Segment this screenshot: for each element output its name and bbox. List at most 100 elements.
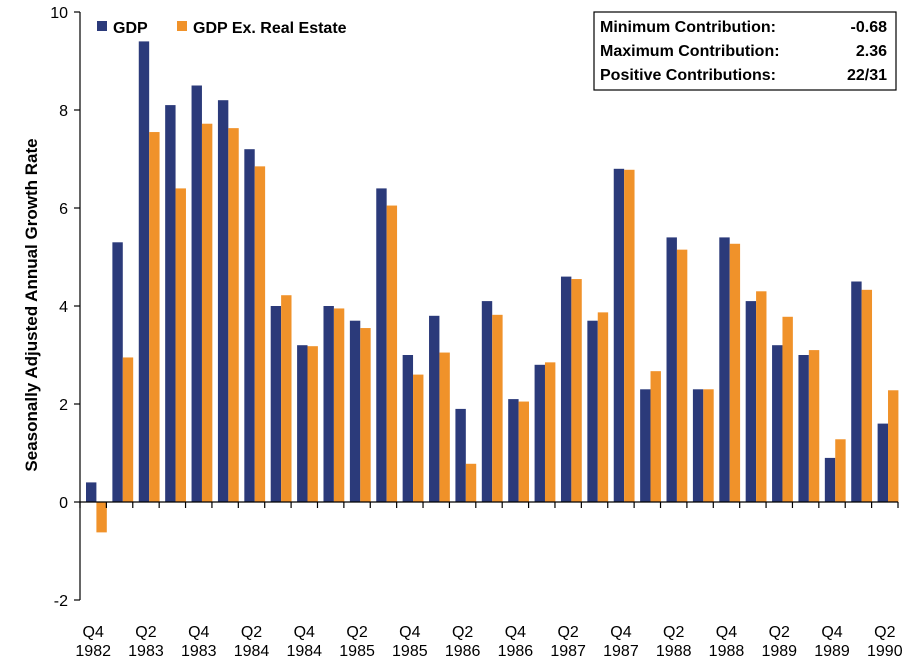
bar-gdp — [692, 389, 704, 502]
y-tick-label: 4 — [59, 299, 68, 316]
bar-gdp-ex-real-estate — [624, 169, 635, 502]
x-tick-label-year: 1985 — [339, 643, 375, 660]
bar-gdp — [402, 355, 414, 502]
bar-gdp-ex-real-estate — [175, 188, 186, 502]
x-tick-label-quarter: Q2 — [135, 624, 156, 641]
bar-gdp — [587, 320, 598, 502]
bar-gdp — [719, 237, 730, 502]
x-tick-label-year: 1986 — [498, 643, 534, 660]
stats-box-border — [593, 11, 897, 91]
bar-gdp-ex-real-estate — [518, 401, 529, 502]
x-tick-label-quarter: Q2 — [874, 624, 895, 641]
x-tick-label-quarter: Q2 — [557, 624, 578, 641]
bar-gdp-ex-real-estate — [650, 371, 661, 502]
bar-gdp — [376, 188, 387, 502]
bar-gdp-ex-real-estate — [96, 502, 107, 533]
x-tick-label-year: 1984 — [286, 643, 322, 660]
bar-gdp — [560, 276, 572, 502]
bar-gdp-ex-real-estate — [281, 295, 292, 502]
x-tick-label-quarter: Q4 — [83, 624, 104, 641]
x-tick-label-year: 1990 — [867, 643, 903, 660]
bar-gdp — [191, 85, 202, 502]
bar-gdp — [877, 423, 889, 502]
bar-gdp — [138, 41, 150, 503]
x-tick-label-year: 1989 — [814, 643, 850, 660]
stats-box: Minimum Contribution: -0.68 Maximum Cont… — [593, 11, 897, 91]
legend-swatch-gdp-ex-real-estate — [177, 21, 187, 31]
bar-gdp-ex-real-estate — [782, 316, 793, 502]
x-tick-label-year: 1982 — [75, 643, 111, 660]
x-axis-ticks: Q4 1982 Q2 1983 Q4 1983 Q2 1984 Q4 1984 Q2 1985 Q4 19… — [75, 502, 903, 660]
x-tick-label-quarter: Q4 — [188, 624, 209, 641]
y-tick-label: 6 — [59, 201, 68, 218]
stats-value-positive: 22/31 — [847, 67, 887, 84]
bar-gdp — [112, 242, 123, 503]
bar-gdp — [244, 149, 255, 502]
x-tick-label-year: 1984 — [234, 643, 270, 660]
x-tick-label-year: 1986 — [445, 643, 481, 660]
x-tick-label-quarter: Q4 — [610, 624, 631, 641]
x-tick-label-year: 1983 — [181, 643, 217, 660]
bar-gdp — [481, 301, 493, 502]
stats-value-max: 2.36 — [856, 43, 887, 60]
bar-gdp-ex-real-estate — [465, 463, 477, 502]
y-tick-label: 0 — [59, 495, 68, 512]
bar-gdp-ex-real-estate — [544, 362, 556, 502]
bar-gdp-ex-real-estate — [808, 350, 820, 502]
bar-gdp — [270, 306, 282, 502]
bar-gdp-ex-real-estate — [703, 389, 714, 502]
bar-gdp — [429, 315, 440, 502]
bar-gdp-ex-real-estate — [360, 328, 371, 502]
bar-gdp — [745, 301, 757, 502]
bar-gdp-ex-real-estate — [597, 312, 609, 502]
stats-value-min: -0.68 — [851, 19, 888, 36]
bar-gdp — [349, 320, 361, 502]
y-tick-label: 10 — [50, 5, 68, 22]
x-tick-label-quarter: Q2 — [346, 624, 367, 641]
legend-swatch-gdp — [97, 21, 107, 31]
bar-gdp-ex-real-estate — [676, 249, 688, 502]
bar-gdp — [86, 482, 97, 502]
stats-label-max: Maximum Contribution: — [600, 43, 780, 60]
bar-gdp-ex-real-estate — [122, 357, 134, 502]
x-tick-label-quarter: Q4 — [716, 624, 737, 641]
bar-gdp-ex-real-estate — [756, 291, 767, 502]
bar-gdp-ex-real-estate — [307, 346, 318, 502]
bar-gdp — [666, 237, 677, 502]
y-axis-ticks: -2 0 2 4 6 8 10 — [50, 5, 80, 610]
bar-gdp-ex-real-estate — [729, 243, 741, 502]
x-tick-label-quarter: Q2 — [769, 624, 790, 641]
bars-layer — [86, 41, 899, 533]
x-tick-label-quarter: Q4 — [821, 624, 842, 641]
bar-gdp — [508, 399, 519, 502]
x-tick-label-quarter: Q4 — [294, 624, 315, 641]
x-tick-label-quarter: Q4 — [399, 624, 420, 641]
bar-gdp-ex-real-estate — [149, 132, 160, 503]
y-tick-label: 8 — [59, 103, 68, 120]
bar-gdp — [772, 345, 783, 502]
stats-label-positive: Positive Contributions: — [600, 67, 776, 84]
bar-gdp-ex-real-estate — [333, 308, 345, 502]
y-tick-label: -2 — [54, 593, 68, 610]
y-tick-label: 2 — [59, 397, 68, 414]
bar-gdp — [455, 408, 466, 502]
legend-label-gdp-ex-real-estate: GDP Ex. Real Estate — [193, 20, 347, 37]
x-tick-label-quarter: Q2 — [663, 624, 684, 641]
bar-gdp-ex-real-estate — [228, 128, 239, 502]
x-tick-label-year: 1983 — [128, 643, 164, 660]
x-tick-label-year: 1987 — [603, 643, 639, 660]
bar-gdp — [851, 281, 862, 502]
bar-gdp — [613, 168, 625, 503]
x-tick-label-year: 1989 — [761, 643, 797, 660]
bar-gdp-ex-real-estate — [439, 352, 450, 502]
bar-gdp — [534, 364, 545, 502]
bar-gdp-ex-real-estate — [861, 289, 873, 502]
x-tick-label-year: 1987 — [550, 643, 586, 660]
bar-gdp-ex-real-estate — [386, 205, 398, 503]
bar-gdp-ex-real-estate — [201, 123, 213, 502]
bar-gdp — [165, 105, 176, 502]
bar-gdp-ex-real-estate — [492, 314, 503, 502]
bar-gdp-ex-real-estate — [571, 279, 582, 502]
bar-gdp — [824, 457, 836, 502]
